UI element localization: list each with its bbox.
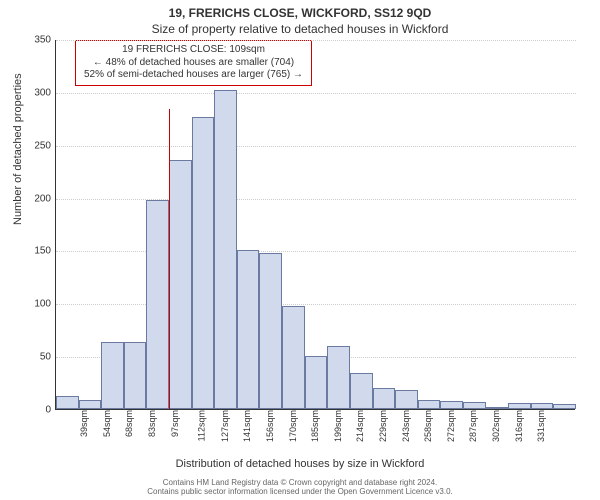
gridline — [56, 251, 576, 252]
gridline — [56, 93, 576, 94]
histogram-bar — [373, 388, 396, 409]
x-tick-label: 199sqm — [333, 410, 343, 442]
histogram-bar — [56, 396, 79, 409]
attribution: Contains HM Land Registry data © Crown c… — [0, 478, 600, 497]
histogram-bar — [327, 346, 350, 409]
x-tick-label: 316sqm — [514, 410, 524, 442]
x-tick-label: 39sqm — [79, 410, 89, 437]
x-tick-label: 229sqm — [378, 410, 388, 442]
y-tick-label: 250 — [21, 140, 51, 151]
histogram-bar — [350, 373, 373, 409]
y-tick-label: 200 — [21, 193, 51, 204]
y-tick-label: 50 — [21, 352, 51, 363]
histogram-bar — [531, 403, 554, 409]
x-tick-label: 97sqm — [170, 410, 180, 437]
plot-area: 05010015020025030035039sqm54sqm68sqm83sq… — [55, 40, 575, 410]
gridline — [56, 146, 576, 147]
attribution-line1: Contains HM Land Registry data © Crown c… — [0, 478, 600, 488]
x-tick-label: 287sqm — [469, 410, 479, 442]
histogram-bar — [418, 400, 441, 410]
histogram-bar — [214, 90, 237, 409]
x-tick-label: 214sqm — [355, 410, 365, 442]
x-axis-label: Distribution of detached houses by size … — [0, 458, 600, 470]
histogram-bar — [146, 200, 169, 409]
x-tick-label: 302sqm — [491, 410, 501, 442]
chart-title-desc: Size of property relative to detached ho… — [0, 22, 600, 36]
x-tick-label: 331sqm — [536, 410, 546, 442]
gridline — [56, 199, 576, 200]
histogram-bar — [553, 404, 576, 409]
x-tick-label: 141sqm — [242, 410, 252, 442]
x-tick-label: 258sqm — [423, 410, 433, 442]
y-tick-label: 0 — [21, 405, 51, 416]
x-tick-label: 68sqm — [124, 410, 134, 437]
histogram-bar — [101, 342, 124, 409]
x-tick-label: 243sqm — [401, 410, 411, 442]
attribution-line2: Contains public sector information licen… — [0, 487, 600, 497]
reference-line — [169, 109, 170, 409]
y-tick-label: 300 — [21, 87, 51, 98]
histogram-bar — [486, 407, 509, 409]
y-tick-label: 100 — [21, 299, 51, 310]
histogram-bar — [169, 160, 192, 409]
x-tick-label: 170sqm — [288, 410, 298, 442]
histogram-bar — [259, 253, 282, 409]
histogram-bar — [192, 117, 215, 409]
y-tick-label: 150 — [21, 246, 51, 257]
x-tick-label: 127sqm — [220, 410, 230, 442]
histogram-bar — [282, 306, 305, 409]
x-tick-label: 83sqm — [147, 410, 157, 437]
chart-title-address: 19, FRERICHS CLOSE, WICKFORD, SS12 9QD — [0, 6, 600, 20]
histogram-bar — [124, 342, 147, 409]
histogram-bar — [508, 403, 531, 409]
histogram-bar — [440, 401, 463, 409]
histogram-bar — [79, 400, 102, 410]
x-tick-label: 54sqm — [102, 410, 112, 437]
gridline — [56, 304, 576, 305]
histogram-bar — [305, 356, 328, 409]
x-tick-label: 112sqm — [197, 410, 207, 441]
histogram-bar — [463, 402, 486, 409]
x-tick-label: 156sqm — [265, 410, 275, 442]
x-tick-label: 272sqm — [446, 410, 456, 442]
gridline — [56, 40, 576, 41]
histogram-bar — [237, 250, 260, 409]
x-tick-label: 185sqm — [310, 410, 320, 442]
y-tick-label: 350 — [21, 35, 51, 46]
histogram-bar — [395, 390, 418, 409]
